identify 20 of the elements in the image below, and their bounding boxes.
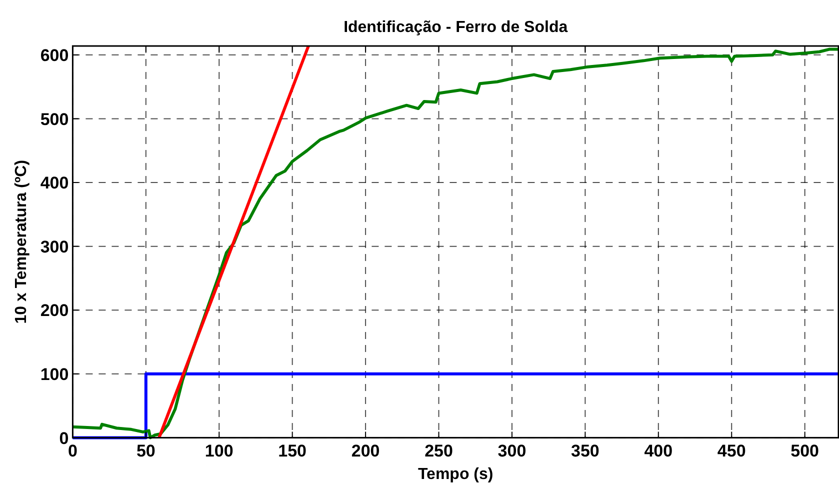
x-tick-label: 150 bbox=[278, 442, 307, 461]
x-tick-label: 350 bbox=[571, 442, 600, 461]
x-tick-label: 100 bbox=[204, 442, 234, 461]
y-tick-label: 400 bbox=[40, 174, 69, 193]
x-tick-label: 450 bbox=[717, 442, 746, 461]
x-tick-label: 500 bbox=[790, 442, 820, 461]
chart-title: Identificação - Ferro de Solda bbox=[344, 19, 568, 36]
y-tick-label: 100 bbox=[40, 365, 69, 384]
x-tick-label: 50 bbox=[136, 442, 156, 461]
y-tick-label: 600 bbox=[40, 46, 69, 66]
x-axis-title: Tempo (s) bbox=[418, 466, 494, 483]
y-tick-label: 200 bbox=[40, 301, 69, 320]
y-tick-label: 500 bbox=[40, 110, 69, 129]
y-axis-title: 10 x Temperatura (ºC) bbox=[13, 160, 30, 324]
y-tick-label: 0 bbox=[59, 428, 69, 448]
x-tick-label: 200 bbox=[351, 442, 380, 461]
x-tick-label: 300 bbox=[498, 442, 526, 461]
x-tick-label: 250 bbox=[424, 442, 453, 461]
y-tick-label: 300 bbox=[40, 237, 69, 256]
x-tick-label: 400 bbox=[644, 442, 673, 461]
